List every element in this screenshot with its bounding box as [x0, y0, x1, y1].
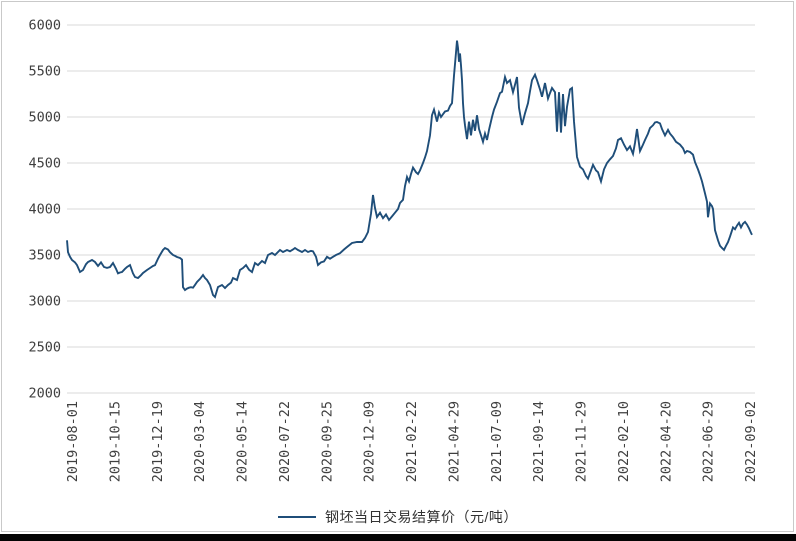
x-axis-tick-label: 2020-05-14 [235, 401, 251, 482]
legend-label: 钢坯当日交易结算价（元/吨） [325, 509, 518, 525]
x-axis-tick-label: 2020-09-25 [319, 401, 335, 482]
y-axis-tick-label: 4000 [28, 202, 61, 218]
x-axis-tick-label: 2022-02-10 [616, 401, 632, 482]
x-axis-tick-label: 2019-08-01 [65, 401, 81, 482]
x-axis-tick-label: 2021-07-09 [489, 401, 505, 482]
x-axis-tick-label: 2019-10-15 [107, 401, 123, 482]
x-axis-tick-label: 2019-12-19 [150, 401, 166, 482]
y-axis-tick-label: 3000 [28, 294, 61, 310]
y-axis-tick-label: 3500 [28, 248, 61, 264]
chart-legend: 钢坯当日交易结算价（元/吨） [0, 506, 796, 528]
y-axis-tick-label: 5000 [28, 110, 61, 126]
x-axis-tick-label: 2021-02-22 [404, 401, 420, 482]
x-axis-tick-label: 2020-03-04 [192, 401, 208, 482]
x-axis-tick-label: 2021-09-14 [531, 401, 547, 482]
x-axis-tick-label: 2021-04-29 [446, 401, 462, 482]
y-axis-tick-label: 5500 [28, 64, 61, 80]
y-axis-tick-label: 4500 [28, 156, 61, 172]
x-axis-tick-label: 2022-09-02 [743, 401, 759, 482]
legend-line-marker [278, 516, 317, 518]
x-axis-tick-label: 2020-12-09 [362, 401, 378, 482]
bottom-black-bar [0, 534, 796, 541]
x-axis-tick-label: 2020-07-22 [277, 401, 293, 482]
x-axis-tick-label: 2022-06-29 [701, 401, 717, 482]
y-axis-tick-label: 2000 [28, 386, 61, 402]
x-axis-tick-label: 2021-11-29 [574, 401, 590, 482]
y-axis-tick-label: 6000 [28, 18, 61, 34]
y-axis-tick-label: 2500 [28, 340, 61, 356]
price-line-series [66, 40, 753, 299]
x-axis-tick-label: 2022-04-20 [658, 401, 674, 482]
